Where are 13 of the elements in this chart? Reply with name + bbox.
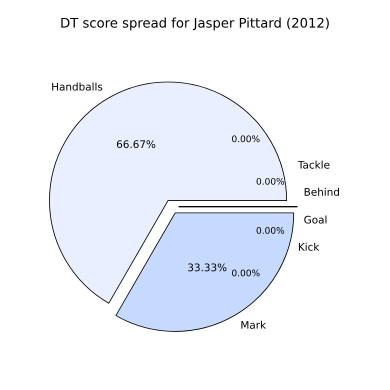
category-label: Tackle [298,160,330,169]
category-label: Goal [304,216,326,224]
chart-title: DT score spread for Jasper Pittard (2012) [61,18,329,30]
category-label: Behind [304,188,339,196]
data-label: 66.67% [116,140,156,148]
data-label: 33.33% [188,263,226,272]
text: 0.00% [232,270,260,276]
text: 0.00% [256,227,284,234]
slice-label: Handballs [52,82,102,91]
text: 0.00% [256,178,284,185]
text: 0.00% [232,135,260,142]
category-label: Kick [298,242,320,251]
slice-label: Mark [241,320,266,329]
